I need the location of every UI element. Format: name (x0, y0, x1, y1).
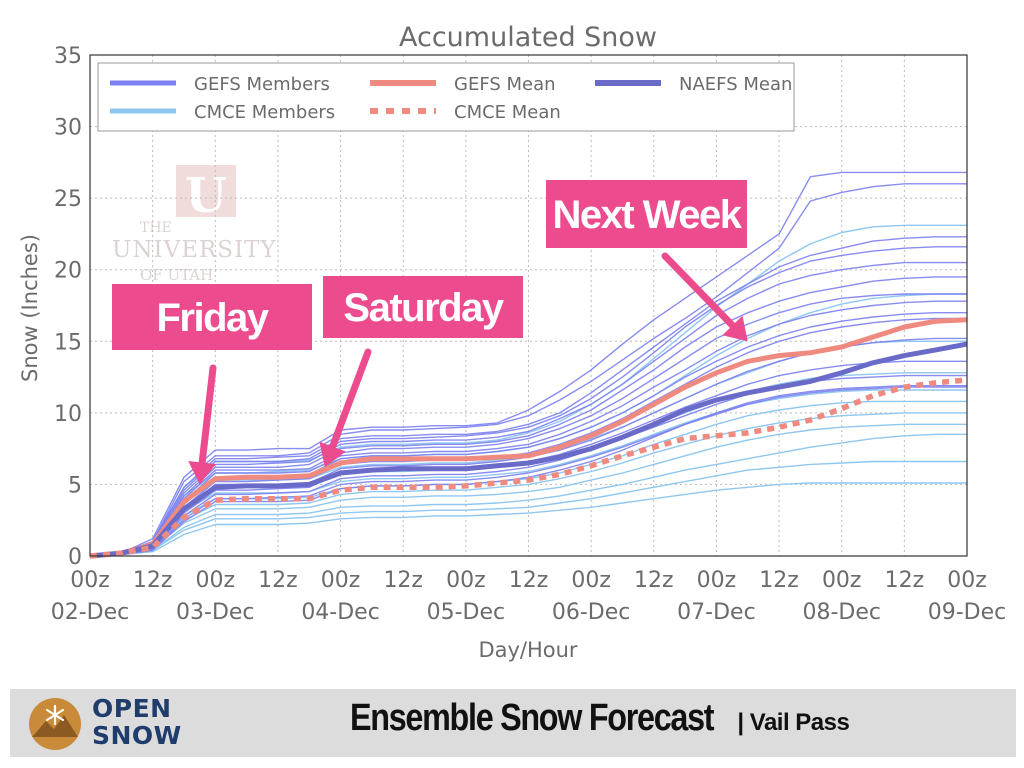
legend-label: CMCE Mean (454, 102, 561, 123)
x-tick-hour-label: 12z (885, 568, 925, 593)
annotation-arrow-head (319, 441, 346, 468)
cmce-member-line (89, 423, 967, 557)
x-axis-label: Day/Hour (478, 638, 577, 662)
gefs-member-line (89, 171, 967, 557)
plot-frame (89, 54, 968, 557)
x-tick-hour-label: 12z (258, 568, 298, 593)
legend-label: CMCE Members (194, 102, 335, 123)
annotation-arrow-shaft (329, 348, 372, 451)
y-tick-label: 20 (54, 259, 82, 284)
annotation-arrow-shaft (198, 364, 217, 467)
x-tick-hour-label: 00z (822, 568, 862, 593)
gefs-member-line (89, 317, 967, 557)
x-tick-day-label: 03-Dec (176, 600, 255, 625)
x-tick-day-label: 04-Dec (301, 600, 380, 625)
annotation-arrow-head (188, 460, 217, 485)
x-tick-hour-label: 00z (697, 568, 737, 593)
watermark-u-mark (176, 165, 236, 217)
gefs-mean-line (89, 317, 968, 559)
x-tick-hour-label: 12z (634, 568, 674, 593)
watermark-u-letter: U (185, 168, 227, 224)
gefs-member-line (89, 385, 967, 557)
x-tick-day-label: 07-Dec (677, 600, 756, 625)
gefs-member-line (89, 300, 967, 557)
y-tick-label: 15 (54, 330, 82, 355)
annotation-label: Next Week (552, 193, 742, 237)
footer-bar: OPEN SNOW Ensemble Snow Forecast | Vail … (10, 689, 1016, 757)
chart-title: Accumulated Snow (399, 22, 657, 53)
legend-label: GEFS Mean (454, 74, 556, 95)
cmce-member-line (89, 389, 967, 557)
legend: GEFS Members GEFS Mean NAEFS Mean CMCE Memb… (97, 62, 795, 132)
annotations: Friday Saturday Next Week (112, 180, 748, 485)
legend-box (97, 62, 795, 132)
x-tick-day-label: 06-Dec (552, 600, 631, 625)
y-tick-label: 25 (54, 187, 82, 212)
footer-subtitle: | Vail Pass (737, 709, 850, 736)
y-tick-label: 0 (68, 545, 82, 570)
annotation-box (323, 276, 523, 338)
annotation-arrow-shaft (661, 252, 736, 329)
y-ticks: 0 5 10 15 20 25 30 35 (54, 44, 82, 570)
cmce-member-line (89, 460, 967, 557)
watermark-line3: OF UTAH (140, 266, 213, 284)
x-tick-hour-label: 00z (70, 568, 110, 593)
legend-label: GEFS Members (194, 74, 330, 95)
naefs-mean-line (89, 341, 968, 559)
legend-label: NAEFS Mean (679, 74, 792, 95)
annotation-arrow-head (722, 315, 748, 342)
brand-line2: SNOW (92, 721, 182, 750)
gefs-member-line (89, 183, 967, 557)
y-tick-label: 5 (68, 473, 82, 498)
gefs-member-line (89, 246, 967, 557)
x-tick-day-label: 05-Dec (427, 600, 506, 625)
cmce-mean-line (89, 377, 968, 559)
gefs-member-line (89, 236, 967, 557)
accumulated-snow-chart: Accumulated Snow Snow (Inches) Day/Hour … (18, 22, 1007, 662)
x-tick-hour-label: 00z (321, 568, 361, 593)
x-ticks: 00z 12z 00z 12z 00z 12z 00z 12z 00z 12z 00z 12z 00z 1… (51, 568, 1007, 625)
annotation-box (546, 180, 747, 248)
x-tick-day-label: 09-Dec (928, 600, 1007, 625)
watermark-line1: THE (140, 220, 172, 236)
x-tick-hour-label: 12z (509, 568, 549, 593)
y-axis-label: Snow (Inches) (18, 234, 42, 382)
snowflake-mountain-icon (29, 698, 81, 750)
x-tick-day-label: 08-Dec (802, 600, 881, 625)
cmce-member-line (89, 433, 967, 557)
x-tick-hour-label: 12z (759, 568, 799, 593)
x-tick-day-label: 02-Dec (51, 600, 130, 625)
y-tick-label: 30 (54, 116, 82, 141)
brand-name: OPEN SNOW (92, 695, 182, 749)
y-tick-label: 10 (54, 402, 82, 427)
footer-title: Ensemble Snow Forecast (350, 697, 715, 739)
gefs-member-line (89, 276, 967, 557)
x-tick-hour-label: 00z (446, 568, 486, 593)
cmce-member-line (89, 482, 967, 557)
x-tick-hour-label: 00z (196, 568, 236, 593)
university-of-utah-watermark: U THE UNIVERSITY OF UTAH (112, 165, 277, 284)
mean-lines (89, 317, 968, 559)
x-tick-hour-label: 00z (947, 568, 987, 593)
annotation-label: Friday (156, 296, 269, 340)
watermark-line2: UNIVERSITY (112, 237, 277, 263)
brand-line1: OPEN (92, 694, 172, 723)
annotation-label: Saturday (343, 286, 504, 330)
y-tick-label: 35 (54, 44, 82, 69)
gefs-member-line (89, 293, 967, 557)
gefs-member-line (89, 386, 967, 557)
x-tick-hour-label: 00z (571, 568, 611, 593)
annotation-box (112, 284, 312, 350)
x-tick-hour-label: 12z (133, 568, 173, 593)
footer-title-group: Ensemble Snow Forecast | Vail Pass (350, 697, 850, 749)
x-tick-hour-label: 12z (383, 568, 423, 593)
gefs-member-line (89, 261, 967, 557)
